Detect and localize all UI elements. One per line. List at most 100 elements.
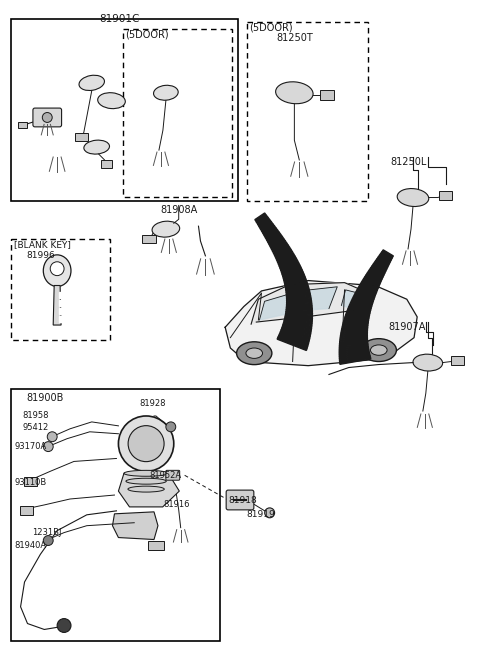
Ellipse shape <box>361 338 396 361</box>
Polygon shape <box>349 304 371 314</box>
Text: 81916: 81916 <box>163 500 190 509</box>
Polygon shape <box>255 213 266 222</box>
Bar <box>24 477 37 485</box>
Circle shape <box>43 535 53 545</box>
Polygon shape <box>339 354 370 360</box>
Polygon shape <box>287 293 311 298</box>
Polygon shape <box>339 350 369 354</box>
Polygon shape <box>281 265 300 275</box>
Polygon shape <box>360 282 377 292</box>
Polygon shape <box>381 252 392 260</box>
Text: 81908A: 81908A <box>160 205 197 215</box>
Polygon shape <box>345 314 369 322</box>
Polygon shape <box>279 258 297 268</box>
Text: 1231BJ: 1231BJ <box>33 527 62 537</box>
Text: 95412: 95412 <box>23 423 49 432</box>
Circle shape <box>119 416 174 471</box>
Polygon shape <box>341 333 367 337</box>
Polygon shape <box>340 357 371 364</box>
Polygon shape <box>278 256 296 266</box>
Polygon shape <box>355 291 374 301</box>
Bar <box>451 356 464 365</box>
Polygon shape <box>340 337 368 340</box>
Ellipse shape <box>413 354 443 371</box>
Polygon shape <box>119 473 180 507</box>
Polygon shape <box>59 293 62 298</box>
Polygon shape <box>346 312 369 320</box>
Polygon shape <box>280 331 309 343</box>
Polygon shape <box>371 266 385 275</box>
Polygon shape <box>284 276 306 285</box>
Ellipse shape <box>43 255 71 287</box>
Bar <box>439 191 452 200</box>
Polygon shape <box>351 299 372 308</box>
Polygon shape <box>59 316 64 322</box>
Polygon shape <box>286 288 309 295</box>
Circle shape <box>166 422 176 432</box>
Ellipse shape <box>79 75 105 91</box>
Text: 81900B: 81900B <box>26 393 64 403</box>
Text: 81907A: 81907A <box>388 322 426 332</box>
Polygon shape <box>284 321 312 328</box>
Polygon shape <box>281 328 311 338</box>
Circle shape <box>264 508 275 518</box>
Polygon shape <box>343 323 368 329</box>
Polygon shape <box>378 255 390 264</box>
Polygon shape <box>354 293 373 303</box>
Ellipse shape <box>84 140 109 154</box>
Polygon shape <box>286 283 308 291</box>
Polygon shape <box>364 277 380 286</box>
Bar <box>11 18 238 201</box>
Ellipse shape <box>154 85 178 100</box>
Bar <box>142 235 156 243</box>
Polygon shape <box>53 285 61 325</box>
FancyBboxPatch shape <box>226 490 254 510</box>
Polygon shape <box>347 310 369 319</box>
Polygon shape <box>278 335 308 348</box>
Polygon shape <box>265 230 279 240</box>
Polygon shape <box>271 241 287 251</box>
Polygon shape <box>376 258 389 268</box>
Polygon shape <box>257 217 269 226</box>
Polygon shape <box>282 326 311 335</box>
Bar <box>11 389 220 642</box>
Polygon shape <box>341 331 367 335</box>
Polygon shape <box>287 295 311 300</box>
Polygon shape <box>260 221 273 231</box>
Polygon shape <box>287 300 312 304</box>
Polygon shape <box>287 303 312 306</box>
Polygon shape <box>361 280 378 290</box>
Polygon shape <box>359 286 376 296</box>
Text: 93170A: 93170A <box>14 441 47 451</box>
Polygon shape <box>277 337 307 350</box>
Ellipse shape <box>371 345 387 356</box>
Polygon shape <box>268 234 282 244</box>
Bar <box>75 133 88 141</box>
Ellipse shape <box>124 470 168 476</box>
Polygon shape <box>339 356 371 362</box>
Polygon shape <box>276 249 292 260</box>
Bar <box>11 239 109 340</box>
Polygon shape <box>225 281 417 365</box>
Polygon shape <box>287 306 312 308</box>
Circle shape <box>57 619 71 632</box>
Polygon shape <box>339 351 369 356</box>
Polygon shape <box>365 275 381 285</box>
Polygon shape <box>286 313 312 318</box>
Polygon shape <box>353 295 373 304</box>
Polygon shape <box>286 312 312 315</box>
Polygon shape <box>373 262 387 271</box>
Polygon shape <box>284 274 305 283</box>
Polygon shape <box>269 236 284 247</box>
Ellipse shape <box>126 478 166 484</box>
Polygon shape <box>256 215 268 224</box>
Polygon shape <box>272 243 288 253</box>
Polygon shape <box>341 290 362 310</box>
Ellipse shape <box>237 342 272 365</box>
Polygon shape <box>276 251 293 262</box>
Bar <box>101 160 112 168</box>
Ellipse shape <box>246 348 263 358</box>
Text: (5DOOR): (5DOOR) <box>125 30 169 39</box>
Polygon shape <box>59 300 63 306</box>
Polygon shape <box>344 318 368 325</box>
